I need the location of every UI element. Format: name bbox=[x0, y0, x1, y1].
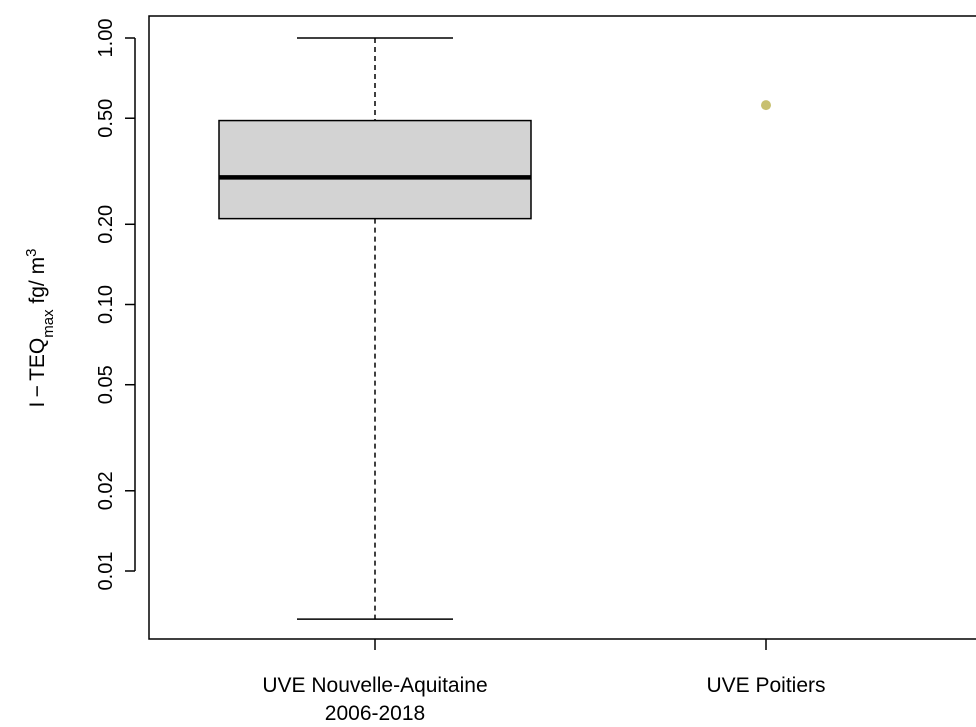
y-axis-label: I − TEQmax fg/ m3 bbox=[23, 249, 57, 408]
points-layer bbox=[761, 100, 771, 111]
x-category-label-1-line-0: UVE Poitiers bbox=[706, 674, 825, 697]
x-category-label-0-line-0: UVE Nouvelle-Aquitaine bbox=[262, 674, 487, 697]
y-tick-label-1: 0.02 bbox=[95, 471, 117, 510]
y-tick-label-2: 0.05 bbox=[95, 365, 117, 404]
boxplot-nouvelle-aquitaine bbox=[218, 37, 532, 620]
y-axis: 0.01 0.02 0.05 0.10 0.20 0.50 1.00 bbox=[95, 19, 136, 591]
y-tick-label-6: 1.00 bbox=[95, 19, 117, 58]
y-tick-label-0: 0.01 bbox=[95, 552, 117, 591]
y-axis-label-base: I − TEQ bbox=[26, 338, 49, 408]
box-iqr bbox=[218, 119, 532, 220]
x-category-label-0-line-1: 2006-2018 bbox=[325, 702, 425, 725]
point-uve-poitiers-0 bbox=[761, 100, 771, 111]
y-tick-label-4: 0.20 bbox=[95, 205, 117, 244]
x-axis: UVE Nouvelle-Aquitaine 2006-2018 UVE Poiti… bbox=[262, 639, 826, 725]
plot-frame bbox=[148, 15, 976, 640]
y-axis-label-superscript: 3 bbox=[23, 249, 40, 257]
y-tick-label-5: 0.50 bbox=[95, 99, 117, 138]
y-tick-label-3: 0.10 bbox=[95, 285, 117, 324]
y-axis-label-unit: fg/ m bbox=[26, 257, 49, 310]
y-axis-label-subscript: max bbox=[40, 309, 57, 338]
